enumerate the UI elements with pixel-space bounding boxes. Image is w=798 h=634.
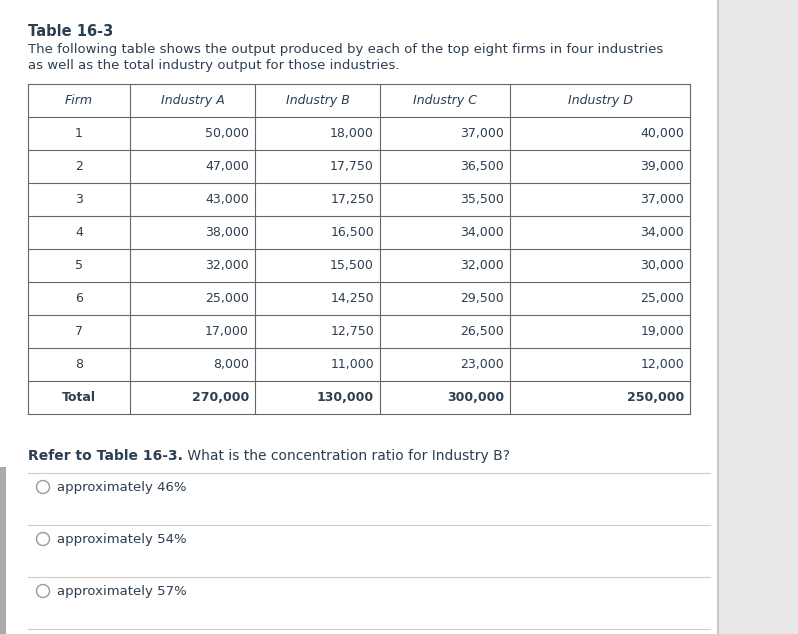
Text: 35,500: 35,500: [460, 193, 504, 206]
Text: 5: 5: [75, 259, 83, 272]
Text: 11,000: 11,000: [330, 358, 374, 371]
Text: 2: 2: [75, 160, 83, 173]
Text: 25,000: 25,000: [640, 292, 684, 305]
Text: 19,000: 19,000: [640, 325, 684, 338]
Text: 32,000: 32,000: [205, 259, 249, 272]
Text: 36,500: 36,500: [460, 160, 504, 173]
Text: 30,000: 30,000: [640, 259, 684, 272]
Text: 37,000: 37,000: [640, 193, 684, 206]
Text: 23,000: 23,000: [460, 358, 504, 371]
Text: 270,000: 270,000: [192, 391, 249, 404]
Text: What is the concentration ratio for Industry B?: What is the concentration ratio for Indu…: [183, 449, 510, 463]
Text: 18,000: 18,000: [330, 127, 374, 140]
Text: 12,750: 12,750: [330, 325, 374, 338]
Text: approximately 57%: approximately 57%: [57, 585, 187, 597]
Text: Refer to Table 16-3.: Refer to Table 16-3.: [28, 449, 183, 463]
Text: 32,000: 32,000: [460, 259, 504, 272]
Text: 14,250: 14,250: [330, 292, 374, 305]
Bar: [718, 0, 798, 634]
Text: 8: 8: [75, 358, 83, 371]
Text: 40,000: 40,000: [640, 127, 684, 140]
Text: Firm: Firm: [65, 94, 93, 107]
Text: 34,000: 34,000: [460, 226, 504, 239]
Text: 250,000: 250,000: [626, 391, 684, 404]
Text: 6: 6: [75, 292, 83, 305]
Text: 34,000: 34,000: [640, 226, 684, 239]
Text: 16,500: 16,500: [330, 226, 374, 239]
Text: 1: 1: [75, 127, 83, 140]
Text: approximately 46%: approximately 46%: [57, 481, 187, 493]
Text: 17,750: 17,750: [330, 160, 374, 173]
Text: 130,000: 130,000: [317, 391, 374, 404]
Bar: [0, 467, 6, 634]
Text: Industry C: Industry C: [413, 94, 477, 107]
Text: 37,000: 37,000: [460, 127, 504, 140]
Text: 38,000: 38,000: [205, 226, 249, 239]
Text: 26,500: 26,500: [460, 325, 504, 338]
Text: Industry D: Industry D: [567, 94, 633, 107]
Text: 15,500: 15,500: [330, 259, 374, 272]
Text: 43,000: 43,000: [205, 193, 249, 206]
Text: 50,000: 50,000: [205, 127, 249, 140]
Text: 7: 7: [75, 325, 83, 338]
Text: 4: 4: [75, 226, 83, 239]
Text: Industry B: Industry B: [286, 94, 350, 107]
Text: 17,000: 17,000: [205, 325, 249, 338]
Text: 47,000: 47,000: [205, 160, 249, 173]
Text: 3: 3: [75, 193, 83, 206]
Text: 17,250: 17,250: [330, 193, 374, 206]
Text: as well as the total industry output for those industries.: as well as the total industry output for…: [28, 59, 400, 72]
Text: 29,500: 29,500: [460, 292, 504, 305]
Text: approximately 54%: approximately 54%: [57, 533, 187, 545]
Text: 39,000: 39,000: [640, 160, 684, 173]
Text: Table 16-3: Table 16-3: [28, 24, 113, 39]
Text: The following table shows the output produced by each of the top eight firms in : The following table shows the output pro…: [28, 43, 663, 56]
Text: Total: Total: [62, 391, 96, 404]
Text: Industry A: Industry A: [160, 94, 224, 107]
Text: 12,000: 12,000: [640, 358, 684, 371]
Text: 25,000: 25,000: [205, 292, 249, 305]
Text: 300,000: 300,000: [447, 391, 504, 404]
Text: 8,000: 8,000: [213, 358, 249, 371]
